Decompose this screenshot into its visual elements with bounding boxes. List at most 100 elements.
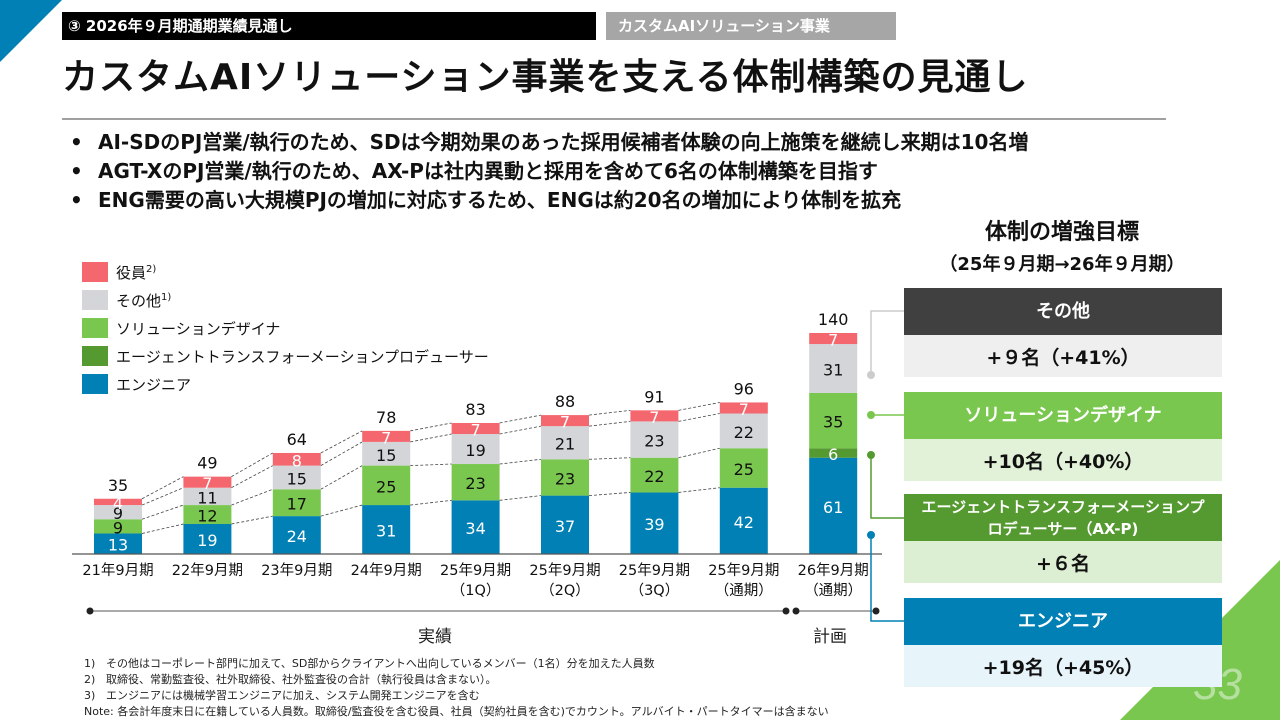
legend-swatch <box>82 262 108 282</box>
connector-line <box>231 515 273 525</box>
bar-value-label: 7 <box>649 408 659 427</box>
targets-subtitle: （25年９月期→26年９月期） <box>939 254 1185 275</box>
target-card-value: +19名（+45%） <box>904 645 1222 687</box>
bar-value-label: 21 <box>555 435 575 454</box>
bar-segment <box>451 464 500 501</box>
bar-total-label: 35 <box>108 476 128 495</box>
legend-item: 役員2) <box>82 258 489 286</box>
bar-segment <box>451 434 500 465</box>
legend-item: エージェントトランスフォーメーションプロデューサー <box>82 342 489 370</box>
target-card-value: +10名（+40%） <box>904 439 1222 481</box>
bar-segment <box>272 489 321 517</box>
connector-line <box>678 413 720 422</box>
chart-legend: 役員2) その他1) ソリューションデザイナ エージェントトランスフォーメーションプロ… <box>82 258 489 398</box>
bar-segment <box>362 505 411 554</box>
x-tick-label: 25年9月期 <box>529 562 600 579</box>
legend-swatch <box>82 290 108 310</box>
timeline-endpoint <box>782 607 790 615</box>
footnote-note: Note: 各会計年度末日に在籍している人員数。取締役/監査役を含む役員、社員（… <box>84 705 829 718</box>
connector-line <box>141 476 184 500</box>
bar-segment <box>94 505 142 520</box>
bar-segment <box>630 492 679 554</box>
bar-value-label: 6 <box>828 445 838 464</box>
bar-segment <box>630 457 679 493</box>
bar-value-label: 19 <box>465 441 485 460</box>
bar-total-label: 140 <box>818 310 849 329</box>
x-tick-sublabel: （3Q） <box>630 582 680 599</box>
bar-segment <box>362 465 411 506</box>
bar-value-label: 42 <box>734 513 754 532</box>
bar-value-label: 24 <box>287 527 307 546</box>
bar-segment <box>630 421 679 458</box>
bar-value-label: 4 <box>113 494 123 513</box>
corner-decoration-top-left <box>0 0 62 62</box>
connector-line <box>499 414 542 424</box>
footnote: 3) エンジニアには機械学習エンジニアに加え、システム開発エンジニアを含む <box>84 689 480 702</box>
bar-segment <box>809 457 858 554</box>
x-tick-label: 25年9月期 <box>619 562 690 579</box>
bullet-text: ENG需要の高い大規模PJの増加に対応するため、ENGは約20名の増加により体制… <box>98 188 902 212</box>
bar-value-label: 23 <box>555 469 575 488</box>
bar-value-label: 39 <box>644 515 664 534</box>
target-card-label: エージェントトランスフォーメーションプロデューサー（AX-P) <box>904 494 1222 541</box>
bar-segment <box>541 495 589 554</box>
bar-value-label: 31 <box>823 361 843 380</box>
target-card-label: エンジニア <box>904 598 1222 645</box>
bullet-marker: • <box>70 159 83 183</box>
target-card-label: ソリューションデザイナ <box>904 392 1222 439</box>
timeline-endpoint <box>872 607 880 615</box>
connector-line <box>320 441 363 466</box>
bar-value-label: 61 <box>823 498 843 517</box>
connector-line <box>588 421 631 427</box>
bar-value-label: 15 <box>287 469 307 488</box>
target-card-solution-designer: ソリューションデザイナ +10名（+40%） <box>904 392 1222 481</box>
x-tick-label: 26年9月期 <box>798 562 869 579</box>
legend-label: エンジニア <box>116 375 192 394</box>
connector-line <box>410 463 452 466</box>
legend-label: その他1) <box>116 291 172 310</box>
x-tick-sublabel: （通期） <box>715 582 773 599</box>
timeline-endpoint <box>86 607 94 615</box>
bar-value-label: 8 <box>292 451 302 470</box>
legend-item: エンジニア <box>82 370 489 398</box>
bar-segment <box>94 498 142 506</box>
x-tick-sublabel: （通期） <box>804 582 862 599</box>
footnote: 1) その他はコーポレート部門に加えて、SD部からクライアントへ出向しているメンバ… <box>84 657 655 670</box>
section-header: ③ 2026年９月期通期業績見通し <box>62 12 596 40</box>
bar-value-label: 25 <box>376 477 396 496</box>
bar-total-label: 78 <box>376 408 396 427</box>
x-tick-label: 23年9月期 <box>261 562 332 579</box>
card-connector-axp <box>870 455 904 519</box>
card-connector-dot <box>867 411 875 419</box>
bar-segment <box>183 487 232 506</box>
bar-total-label: 83 <box>465 400 485 419</box>
bullet-item: • AI-SDのPJ営業/執行のため、SDは今期効果のあった採用候補者体験の向上施… <box>70 128 1028 157</box>
bar-segment <box>719 402 768 414</box>
bar-value-label: 22 <box>734 423 754 442</box>
connector-line <box>320 465 363 490</box>
bar-segment <box>94 533 142 554</box>
bar-value-label: 34 <box>465 519 485 538</box>
card-connector-engineer <box>870 535 904 622</box>
period-label-actual: 実績 <box>418 627 452 647</box>
bar-segment <box>719 413 768 449</box>
legend-label: 役員2) <box>116 263 157 282</box>
bar-segment <box>272 465 321 490</box>
connector-line <box>678 447 720 459</box>
x-tick-label: 21年9月期 <box>82 562 153 579</box>
bar-segment <box>362 441 411 466</box>
connector-line <box>588 492 631 496</box>
bar-segment <box>272 452 321 466</box>
bullet-item: • AGT-XのPJ営業/執行のため、AX-Pは社内異動と採用を含めて6名の体制構… <box>70 157 1028 186</box>
target-card-label: その他 <box>904 288 1222 335</box>
bar-value-label: 19 <box>197 531 217 550</box>
connector-line <box>231 488 273 506</box>
bullet-marker: • <box>70 130 83 154</box>
connector-line <box>141 487 184 506</box>
card-connector-dot <box>867 531 875 539</box>
bar-total-label: 49 <box>197 454 217 473</box>
bar-value-label: 15 <box>376 446 396 465</box>
bar-segment <box>541 459 589 496</box>
connector-line <box>410 433 452 443</box>
